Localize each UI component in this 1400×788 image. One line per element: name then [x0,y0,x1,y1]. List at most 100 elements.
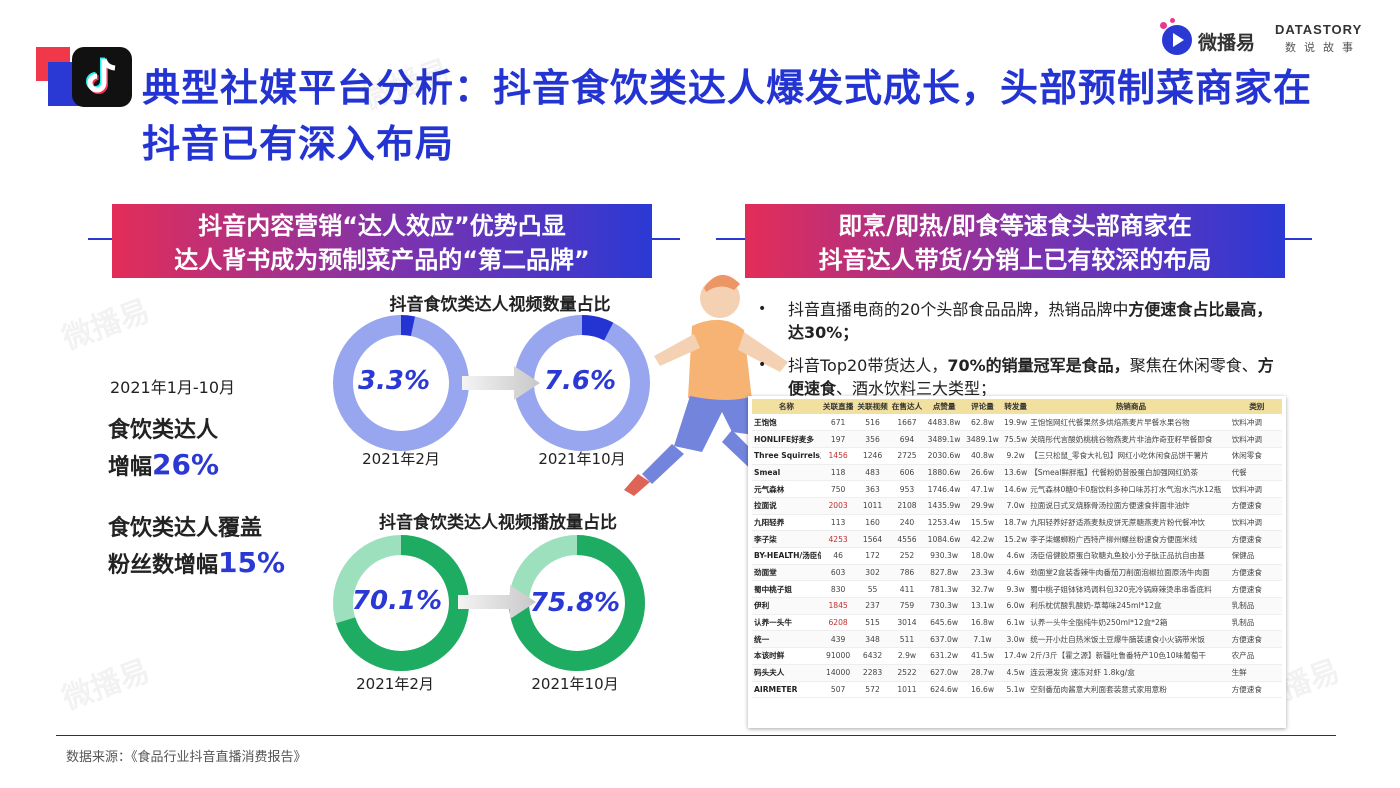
table-cell: 乳制品 [1231,597,1282,615]
table-cell: 农产品 [1231,647,1282,665]
table-cell: 拉面说日式叉烧豚骨汤拉面方便速食拌面非油炸 [1030,497,1232,515]
table-cell: Three Squirrels三只松鼠 [752,447,821,465]
table-cell: 方便速食 [1231,530,1282,548]
table-cell: 2.9w [889,647,925,665]
arrow-right-icon [458,585,536,619]
table-header-cell: 在售达人 [889,399,925,414]
table-row: 认养一头牛 6208 515 3014 645.6w 16.8w 6.1w 认养一头牛全脂纯牛… [752,614,1282,632]
watermark: 微播易 [57,293,155,358]
data-source: 数据来源：《食品行业抖音直播消费报告》 [66,750,307,765]
table-cell: 3014 [889,614,925,632]
table-row: AIRMETER 507 572 1011 624.6w 16.6w 5.1w 空刻番茄肉酱意… [752,681,1282,699]
table-cell: 759 [889,597,925,615]
table-cell: 29.9w [963,497,1002,515]
table-cell: 2725 [889,447,925,465]
table-cell: 1084.6w [924,530,964,548]
table-cell: 55 [855,580,890,599]
table-cell: 671 [820,414,856,432]
table-cell: 348 [855,630,890,649]
table-cell: 2斤/3斤【霍之源】新疆吐鲁番特产10色10味葡萄干 [1030,647,1232,665]
table-cell: 本该时鲜 [752,647,821,665]
table-cell: 953 [889,480,925,498]
table-cell: 1435.9w [924,497,964,515]
table-row: 李子柒 4253 1564 4556 1084.6w 42.2w 15.2w 李子柒螺蛳粉广西… [752,530,1282,548]
table-body: 王饱饱 671 516 1667 4483.8w 62.8w 19.9w 王饱饱网红代餐果然多… [752,414,1282,699]
chart1-value-label-oct: 7.6% [543,366,617,396]
table-cell: 637.0w [924,630,964,649]
table-cell: 46 [820,547,856,565]
table-cell: 603 [820,564,856,582]
table-cell: 1880.6w [924,464,964,482]
table-cell: 【Smeal鲜胖瓶】代餐粉奶昔股蛋白加强网红奶茶 [1030,464,1232,482]
table-cell: 75.5w [1001,430,1031,448]
table-cell: 252 [889,547,925,565]
table-cell: 15.2w [1001,530,1031,548]
tiktok-logo-icon [72,47,132,107]
chart2-title: 抖音食饮类达人视频播放量占比 [379,513,617,533]
right-banner-line1: 即烹/即热/即食等速食头部商家在 [838,212,1192,240]
table-cell: 7.1w [963,630,1002,649]
chart2-value-label-oct: 75.8% [529,588,621,618]
table-cell: 624.6w [924,681,964,699]
table-cell: 1011 [889,681,925,699]
table-cell: 356 [855,430,890,448]
table-cell: 九阳轻养好舒适燕麦麸皮饼无蔗糖燕麦片粉代餐冲饮 [1030,514,1232,532]
table-cell: 730.3w [924,597,964,615]
table-cell: 6.0w [1001,597,1031,615]
table-cell: 4.5w [1001,664,1031,682]
left-banner-line2: 达人背书成为预制菜产品的“第二品牌” [174,246,590,274]
table-cell: 蜀中桃子姐钵钵鸡调料包320克冷锅麻辣烫串串香底料 [1030,580,1232,599]
table-cell: 16.8w [963,614,1002,632]
left-banner: 抖音内容营销“达人效应”优势凸显 达人背书成为预制菜产品的“第二品牌” [112,204,652,278]
table-cell: 利乐枕优酸乳酸奶-草莓味245ml*12盒 [1030,597,1232,615]
table-cell: 694 [889,430,925,448]
table-header-cell: 类别 [1231,399,1282,414]
table-cell: 1253.4w [924,514,964,532]
table-cell: 439 [820,630,856,649]
table-cell: 拉面说 [752,497,821,515]
table-cell: 2522 [889,664,925,682]
table-cell: 乳制品 [1231,614,1282,632]
table-cell: 302 [855,564,890,582]
table-row: 码头夫人 14000 2283 2522 627.0w 28.7w 4.5w 连云港发货 速冻… [752,664,1282,682]
table-cell: 930.3w [924,547,964,565]
table-cell: 统一开小灶自热米饭土豆爆牛腩装速食小火锅带米饭 [1030,630,1232,649]
chart2-value-label-feb: 70.1% [351,586,443,616]
table-cell: 197 [820,430,856,448]
table-cell: 认养一头牛全脂纯牛奶250ml*12盒*2箱 [1030,614,1232,632]
footer-rule [56,735,1336,736]
table-row: 蜀中桃子姐 830 55 411 781.3w 32.7w 9.3w 蜀中桃子姐钵钵鸡调料包3… [752,580,1282,599]
table-cell: 507 [820,681,856,699]
table-cell: 方便速食 [1231,564,1282,582]
table-row: 统一 439 348 511 637.0w 7.1w 3.0w 统一开小灶自热米饭土豆爆牛腩装… [752,630,1282,649]
table-cell: 饮料冲调 [1231,414,1282,432]
logo-dot-icon [1160,22,1167,29]
table-cell: 代餐 [1231,464,1282,482]
table-cell: 62.8w [963,414,1002,432]
table-row: 劲面堂 603 302 786 827.8w 23.3w 4.6w 劲面堂2盒装香辣牛肉番茄刀… [752,564,1282,582]
table-cell: 方便速食 [1231,681,1282,699]
table-cell: 160 [855,514,890,532]
table-cell: 劲面堂2盒装香辣牛肉番茄刀削面泡椒拉面原汤牛肉面 [1030,564,1232,582]
right-banner-line2: 抖音达人带货/分销上已有较深的布局 [818,246,1212,274]
table-cell: 827.8w [924,564,964,582]
table-cell: 781.3w [924,580,964,599]
table-cell: 16.6w [963,681,1002,699]
logo-dot-icon [1170,18,1175,23]
arrow-right-icon [462,366,540,400]
chart1-date-oct: 2021年10月 [538,450,626,468]
table-cell: 码头夫人 [752,664,821,682]
chart2-date-feb: 2021年2月 [356,675,434,693]
table-cell: 645.6w [924,614,964,632]
table-cell: 6.1w [1001,614,1031,632]
table-cell: 9.3w [1001,580,1031,599]
table-cell: 26.6w [963,464,1002,482]
table-cell: 劲面堂 [752,564,821,582]
table-cell: 关晓彤代言酸奶桃桃谷物燕麦片非油炸奇亚籽早餐即食 [1030,430,1232,448]
table-cell: 饮料冲调 [1231,514,1282,532]
table-cell: 3489.1w [963,430,1002,448]
table-row: 九阳轻养 113 160 240 1253.4w 15.5w 18.7w 九阳轻养好舒适燕麦麸… [752,514,1282,532]
table-cell: 363 [855,480,890,498]
table-cell: 516 [855,414,890,432]
datastory-logo-cn: 数说故事 [1285,41,1361,54]
